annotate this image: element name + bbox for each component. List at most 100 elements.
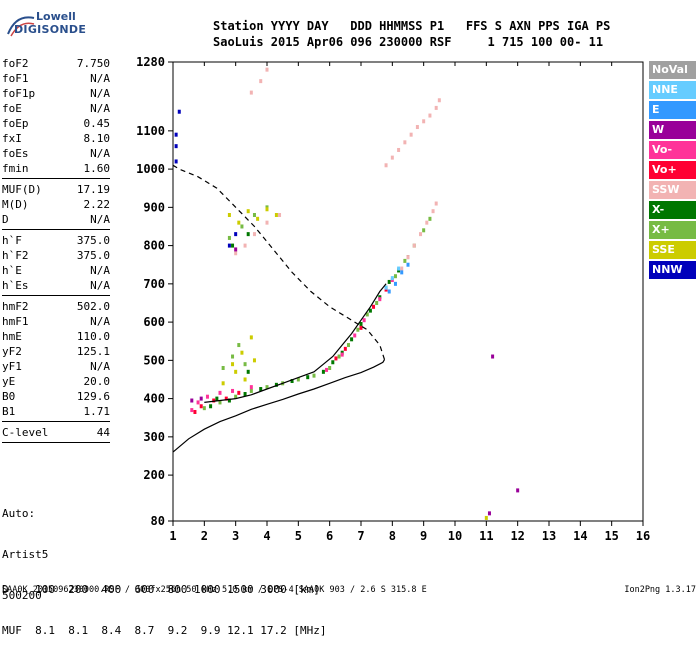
y-tick-label: 1100: [136, 124, 165, 138]
y-tick-label: 800: [143, 239, 165, 253]
param-label: MUF(D): [2, 183, 42, 196]
param-row: h`F 375.0: [2, 233, 110, 248]
point-x-: [428, 216, 432, 221]
param-label: yF1: [2, 360, 22, 373]
param-row: hmF1 N/A: [2, 314, 110, 329]
param-value: N/A: [90, 315, 110, 328]
legend-item-x-: X+: [649, 221, 696, 239]
x-tick-label: 4: [263, 529, 270, 543]
point-sse: [221, 381, 225, 386]
param-label: foF1: [2, 72, 29, 85]
param-label: fxI: [2, 132, 22, 145]
param-value: N/A: [90, 147, 110, 160]
point-sse: [249, 335, 253, 340]
point-ssw: [425, 220, 429, 225]
point-nnw: [174, 132, 178, 137]
point-x-: [215, 396, 219, 401]
param-value: 44: [96, 426, 110, 439]
point-nne: [390, 276, 394, 281]
curve-profile: [172, 359, 386, 453]
param-row: B1 1.71: [2, 404, 110, 419]
point-sse: [240, 350, 244, 355]
legend-item-x-: X-: [649, 201, 696, 219]
legend-item-noval: NoVal: [649, 61, 696, 79]
param-value: 8.10: [83, 132, 111, 145]
param-value: 110.0: [76, 330, 110, 343]
point-x-: [274, 382, 278, 387]
point-ssw: [243, 243, 247, 248]
point-vo-: [237, 390, 241, 395]
param-row: foE N/A: [2, 101, 110, 116]
plot-frame: [172, 61, 644, 522]
x-tick-label: 16: [636, 529, 650, 543]
point-vo-: [224, 396, 228, 401]
auto-scaling-info: Auto: Artist5 500200: [2, 480, 48, 616]
x-tick-label: 7: [357, 529, 364, 543]
x-tick-label: 13: [542, 529, 556, 543]
param-label: C-level: [2, 426, 49, 439]
point-x-: [356, 327, 360, 332]
point-ssw: [403, 140, 407, 145]
auto-label: Auto:: [2, 507, 36, 520]
ionogram-plot: 1 2 3 4 5 6 7 8 9 10 11 12 13 14 15 1680200300400500600…: [136, 55, 650, 543]
param-label: h`F: [2, 234, 22, 247]
point-vo-: [353, 333, 357, 338]
param-value: 375.0: [76, 249, 110, 262]
point-vo-: [362, 318, 366, 323]
curve-topside: [172, 164, 386, 360]
param-value: N/A: [90, 279, 110, 292]
legend-item-nne: NNE: [649, 81, 696, 99]
header-row-labels: Station YYYY DAY DDD HHMMSS P1 FFS S AXN…: [213, 19, 611, 33]
param-label: hmF1: [2, 315, 29, 328]
point-ssw: [265, 220, 269, 225]
point-ssw: [249, 90, 253, 95]
point-w: [190, 398, 194, 403]
param-row: M(D) 2.22: [2, 197, 110, 212]
x-tick-label: 3: [232, 529, 239, 543]
point-ssw: [252, 232, 256, 237]
param-value: 375.0: [76, 234, 110, 247]
x-tick-label: 1: [169, 529, 176, 543]
param-value: 7.750: [76, 57, 110, 70]
param-label: h`E: [2, 264, 22, 277]
param-row: h`F2 375.0: [2, 248, 110, 263]
point-x-: [368, 308, 372, 313]
lowell-logo: [6, 8, 76, 42]
parameter-panel: foF2 7.750 foF1 N/A foF1p N/A foE N/A foEp 0.45 fx…: [2, 56, 110, 446]
point-vo-: [372, 304, 376, 309]
point-sse: [265, 207, 269, 212]
point-vo-: [212, 398, 216, 403]
point-ssw: [428, 113, 432, 118]
y-tick-label: 1000: [136, 162, 165, 176]
param-value: 1.71: [83, 405, 111, 418]
point-vo-: [340, 352, 344, 357]
param-label: foEp: [2, 117, 29, 130]
point-x-: [387, 279, 391, 284]
point-x-: [227, 235, 231, 240]
param-row: h`Es N/A: [2, 278, 110, 293]
point-x-: [312, 373, 316, 378]
point-x-: [237, 343, 241, 348]
point-ssw: [390, 155, 394, 160]
point-x-: [209, 404, 213, 409]
param-label: yE: [2, 375, 16, 388]
x-tick-label: 6: [326, 529, 333, 543]
point-x-: [422, 228, 426, 233]
param-separator: [2, 178, 110, 179]
point-x-: [359, 322, 363, 327]
x-tick-label: 10: [448, 529, 462, 543]
point-ssw: [400, 266, 404, 271]
param-value: N/A: [90, 360, 110, 373]
param-value: 17.19: [76, 183, 110, 196]
y-tick-label: 500: [143, 353, 165, 367]
point-x-: [321, 369, 325, 374]
param-value: N/A: [90, 102, 110, 115]
x-tick-label: 15: [604, 529, 618, 543]
point-nnw: [234, 232, 238, 237]
param-value: 502.0: [76, 300, 110, 313]
point-x-: [240, 224, 244, 229]
param-row: hmE 110.0: [2, 329, 110, 344]
param-label: foEs: [2, 147, 29, 160]
legend-item-vo-: Vo+: [649, 161, 696, 179]
y-tick-label: 80: [151, 514, 165, 528]
